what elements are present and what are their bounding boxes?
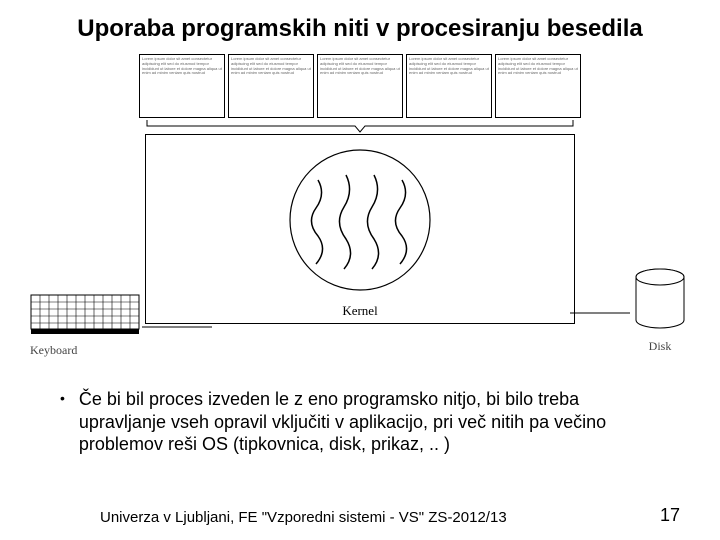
keyboard-icon: Keyboard <box>30 294 140 358</box>
keyboard-label: Keyboard <box>30 343 140 358</box>
kernel-circle <box>280 145 440 295</box>
thread-diagram: Lorem ipsum dolor sit amet consectetur a… <box>80 54 640 364</box>
document-box: Lorem ipsum dolor sit amet consectetur a… <box>317 54 403 118</box>
kernel-box: Kernel <box>145 134 575 324</box>
page-title: Uporaba programskih niti v procesiranju … <box>0 0 720 50</box>
bullet-item: • Če bi bil proces izveden le z eno prog… <box>0 364 720 456</box>
document-box: Lorem ipsum dolor sit amet consectetur a… <box>139 54 225 118</box>
footer: Univerza v Ljubljani, FE "Vzporedni sist… <box>0 505 720 526</box>
document-box: Lorem ipsum dolor sit amet consectetur a… <box>228 54 314 118</box>
disk-label: Disk <box>634 339 686 354</box>
page-number: 17 <box>660 505 680 526</box>
footer-text: Univerza v Ljubljani, FE "Vzporedni sist… <box>100 509 507 526</box>
document-box: Lorem ipsum dolor sit amet consectetur a… <box>495 54 581 118</box>
kernel-label: Kernel <box>342 303 377 319</box>
document-boxes: Lorem ipsum dolor sit amet consectetur a… <box>80 54 640 118</box>
line-keyboard-to-kernel <box>142 326 212 328</box>
document-box: Lorem ipsum dolor sit amet consectetur a… <box>406 54 492 118</box>
line-kernel-to-disk <box>570 312 630 314</box>
bullet-text: Če bi bil proces izveden le z eno progra… <box>79 388 670 456</box>
disk-icon: Disk <box>634 268 686 354</box>
bracket <box>145 120 575 134</box>
bullet-marker: • <box>60 388 79 406</box>
